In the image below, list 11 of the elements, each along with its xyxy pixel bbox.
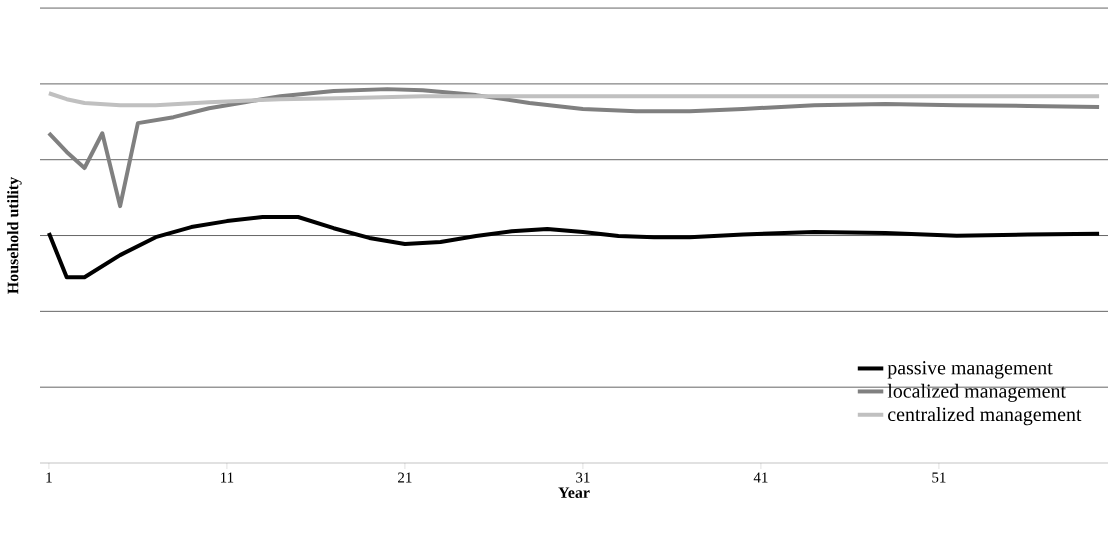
x-tick-label: 51: [932, 472, 946, 483]
x-tick-label: 21: [398, 472, 412, 483]
legend-label: centralized management: [888, 407, 1082, 426]
legend-label: passive management: [887, 361, 1053, 379]
y-axis-title: Household utility: [7, 176, 22, 294]
x-tick-label: 1: [46, 472, 52, 483]
x-tick-label: 11: [221, 472, 234, 483]
x-tick-label: 31: [576, 472, 590, 483]
legend-label: localized management: [887, 383, 1066, 402]
x-tick-label: 41: [753, 472, 768, 483]
x-axis-title: Year: [558, 487, 590, 498]
